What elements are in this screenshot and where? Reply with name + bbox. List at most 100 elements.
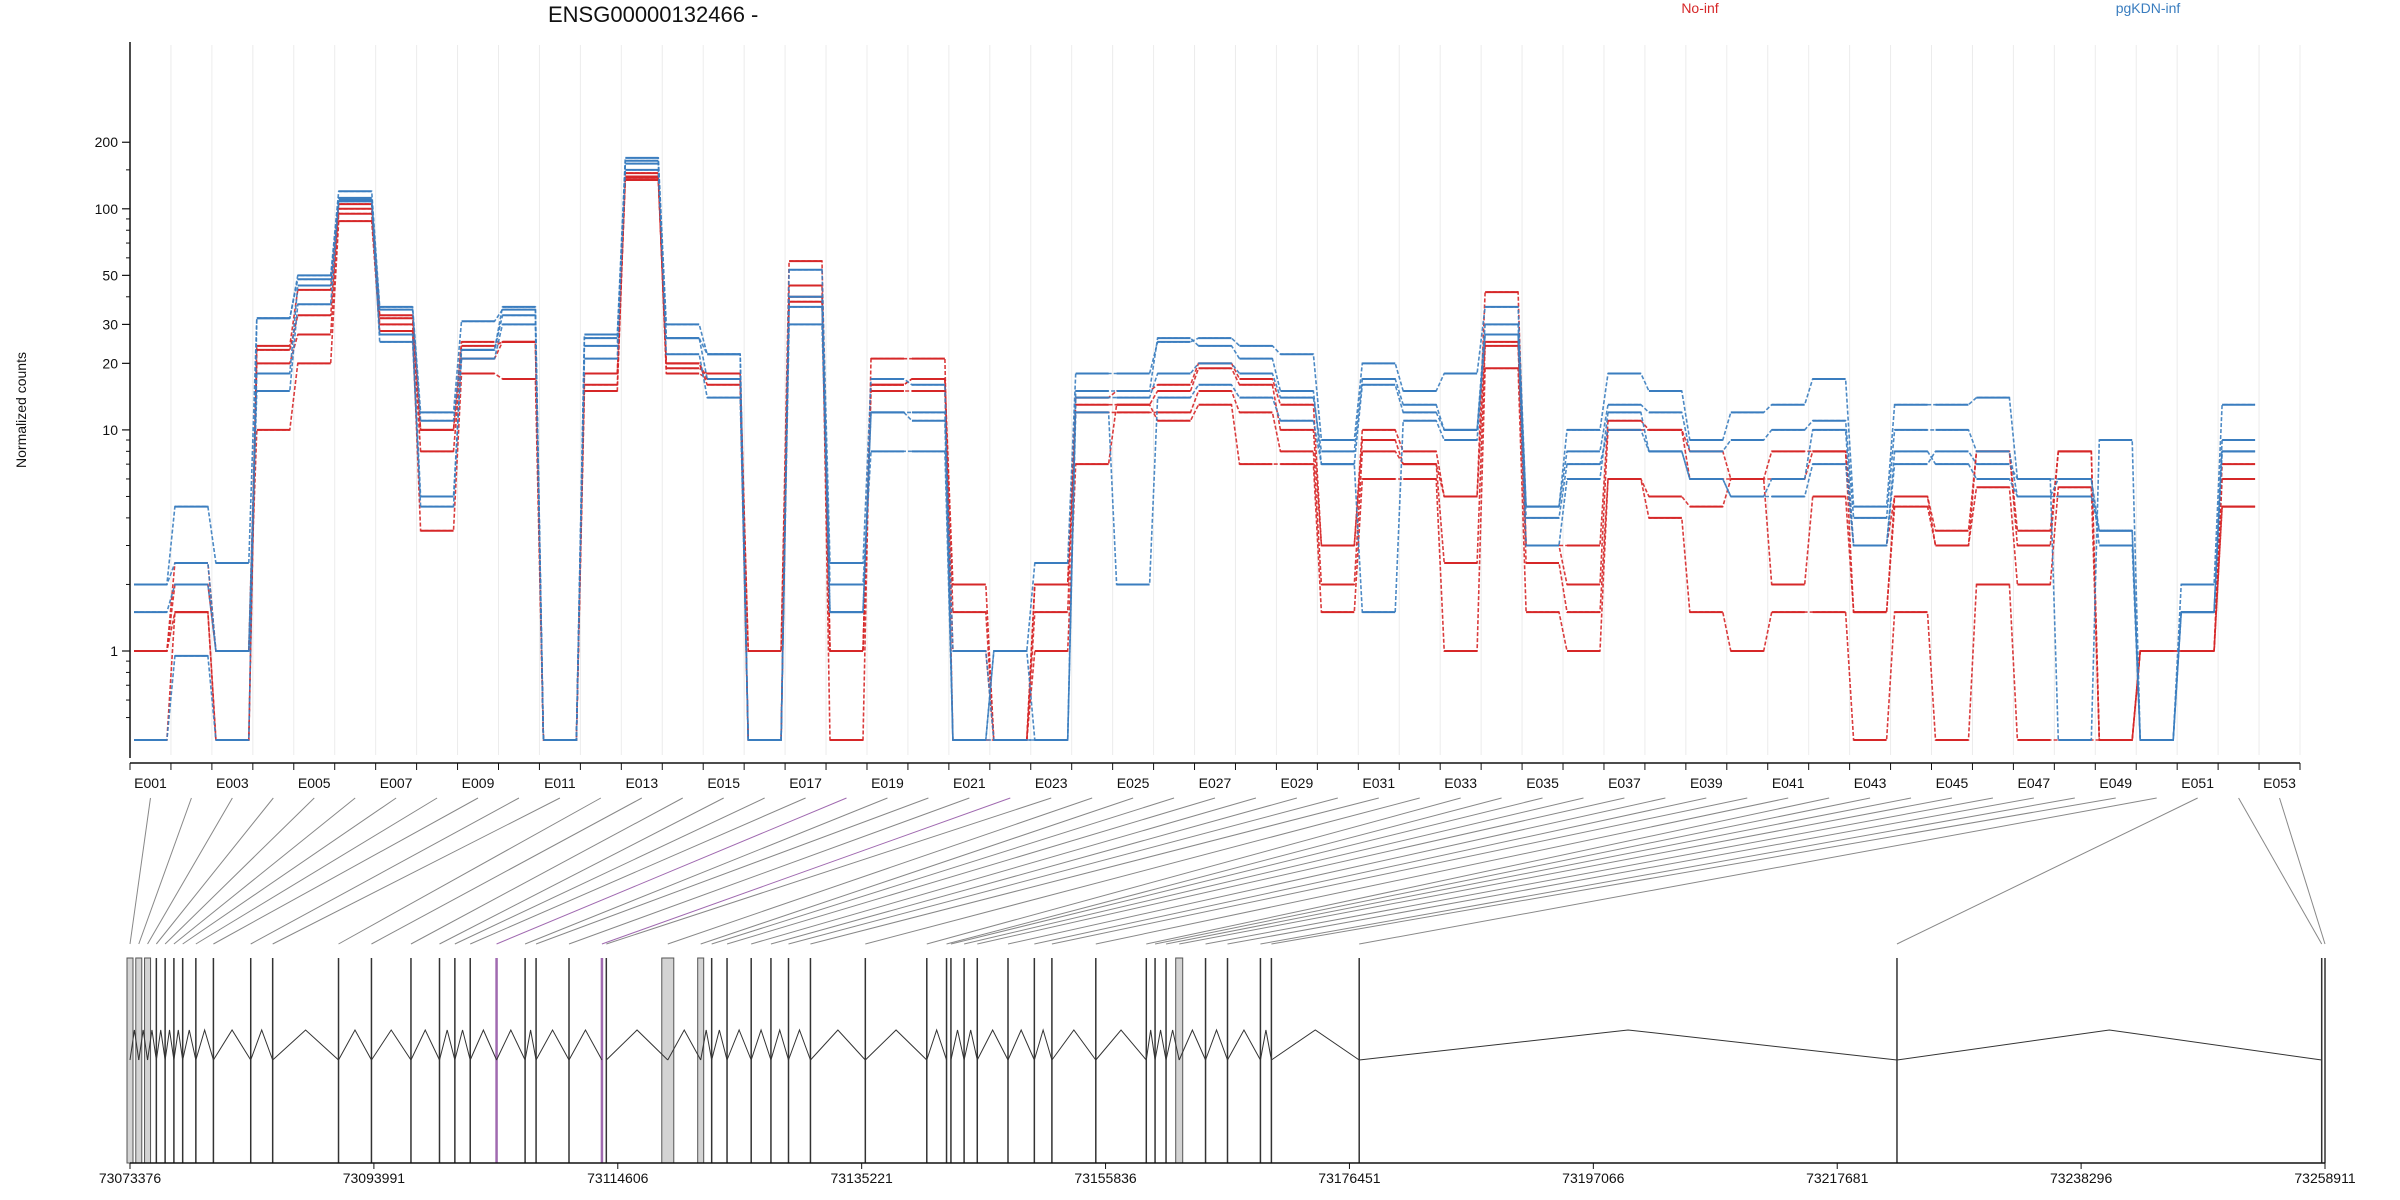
gene-model: [126, 957, 2326, 1164]
exon-connector: [155, 797, 274, 945]
exon-box: [135, 957, 143, 1164]
exon-label: E025: [1117, 775, 1150, 791]
exon-label: E043: [1854, 775, 1887, 791]
intron-line: [976, 1028, 1009, 1061]
exon-label: E009: [462, 775, 495, 791]
intron-line: [1051, 1029, 1097, 1061]
genomic-coord-label: 73114606: [587, 1170, 648, 1186]
exon-connector: [1896, 797, 2198, 945]
intron-line: [950, 1029, 965, 1061]
exon-connector: [1205, 797, 1994, 945]
exon-label: E029: [1281, 775, 1314, 791]
exon-connector: [1165, 797, 1912, 945]
intron-line: [173, 1029, 184, 1061]
genomic-coord-label: 73217681: [1806, 1170, 1869, 1186]
exon-connectors: [129, 797, 2326, 945]
exon-label: E027: [1199, 775, 1232, 791]
genomic-coord-label: 73176451: [1318, 1170, 1381, 1186]
intron-line: [1259, 1029, 1272, 1061]
exon-label: E005: [298, 775, 331, 791]
intron-line: [195, 1028, 214, 1061]
exon-connector: [606, 797, 1052, 945]
exon-connector: [195, 797, 438, 945]
intron-line: [454, 1029, 471, 1061]
exon-label: E041: [1772, 775, 1805, 791]
exon-connector: [1051, 797, 1748, 945]
series-line-1: [134, 172, 2256, 741]
intron-line: [667, 1028, 702, 1061]
y-tick-label: 10: [102, 422, 118, 438]
exon-connector: [751, 797, 1257, 945]
y-tick-label: 100: [95, 201, 119, 217]
exon-label: E045: [1936, 775, 1969, 791]
exon-connector: [371, 797, 643, 945]
exon-connector: [410, 797, 683, 945]
exon-connector: [1095, 797, 1789, 945]
exon-box: [144, 957, 152, 1164]
exon-connector: [601, 797, 1011, 945]
exon-connector: [272, 797, 561, 945]
exon-connector: [182, 797, 397, 945]
exon-connector: [1179, 797, 1953, 945]
intron-line: [138, 1029, 149, 1061]
intron-line: [1271, 1029, 1360, 1061]
exon-label: E049: [2099, 775, 2132, 791]
series-layer: [134, 156, 2256, 741]
intron-line: [1165, 1029, 1180, 1061]
genomic-coord-label: 73197066: [1562, 1170, 1625, 1186]
exon-label: E019: [871, 775, 904, 791]
intron-line: [1178, 1028, 1207, 1061]
exon-label: E011: [544, 775, 576, 791]
exon-label: E035: [1526, 775, 1559, 791]
exon-connector: [711, 797, 1175, 945]
exon-connector: [454, 797, 765, 945]
exon-connector: [865, 797, 1420, 945]
exon-connector: [250, 797, 520, 945]
exon-label: E015: [707, 775, 740, 791]
exon-label: E031: [1362, 775, 1395, 791]
y-axis-label: Normalized counts: [13, 352, 29, 468]
exon-connector: [2279, 797, 2326, 945]
intron-line: [568, 1028, 603, 1061]
chart-title: ENSG00000132466 -: [548, 2, 758, 27]
exon-connector: [129, 797, 151, 945]
exon-label: E017: [789, 775, 822, 791]
intron-line: [810, 1029, 866, 1061]
legend-entry-pgkdn-inf: pgKDN-inf: [2116, 0, 2181, 16]
exon-connector: [213, 797, 479, 945]
intron-line: [155, 1029, 166, 1061]
exon-label: E033: [1444, 775, 1477, 791]
exon-connector: [788, 797, 1338, 945]
exon-label: E013: [625, 775, 658, 791]
intron-line: [1154, 1029, 1167, 1061]
intron-line: [147, 1029, 157, 1061]
intron-line: [1095, 1029, 1147, 1061]
exon-label: E047: [2018, 775, 2051, 791]
exon-connector: [926, 797, 1461, 945]
exon-connector: [1227, 797, 2034, 945]
intron-line: [963, 1029, 978, 1061]
exon-connector: [173, 797, 356, 945]
intron-line: [439, 1029, 456, 1061]
exon-label: E039: [1690, 775, 1723, 791]
exon-connector: [977, 797, 1625, 945]
exon-label: E003: [216, 775, 249, 791]
genomic-coord-label: 73135221: [831, 1170, 894, 1186]
genomic-coord-label: 73073376: [99, 1170, 162, 1186]
series-line-5: [134, 157, 2256, 741]
exon-box: [661, 957, 675, 1164]
exon-connector: [946, 797, 1502, 945]
intron-line: [129, 1029, 140, 1061]
exon-connector: [810, 797, 1379, 945]
exon-connector: [338, 797, 602, 945]
exon-connector: [496, 797, 847, 945]
exon-label: E051: [2181, 775, 2214, 791]
intron-line: [1205, 1028, 1228, 1061]
intron-line: [469, 1028, 498, 1061]
intron-line: [1227, 1028, 1261, 1061]
series-line-4: [134, 179, 2256, 741]
intron-line: [711, 1029, 728, 1061]
exon-connector: [1146, 797, 1830, 945]
intron-line: [864, 1029, 928, 1061]
